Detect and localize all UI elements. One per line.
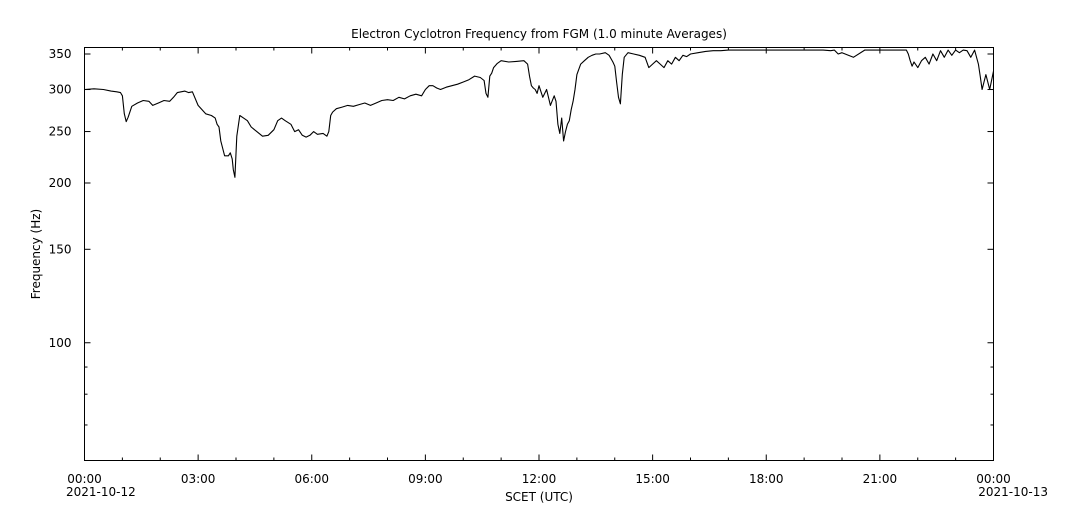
x-tick-label: 03:00 [181,472,216,486]
plot-area-frame [84,47,994,461]
x-tick-label: 06:00 [294,472,329,486]
series-group [84,49,995,178]
y-tick-label: 200 [49,176,72,190]
chart-title: Electron Cyclotron Frequency from FGM (1… [351,27,727,41]
x-tick-label: 15:00 [635,472,670,486]
y-axis-label: Frequency (Hz) [29,209,43,300]
x-tick-label: 09:00 [408,472,443,486]
series-line-frequency [84,49,995,178]
x-axis-label: SCET (UTC) [505,490,573,504]
x-tick-label: 21:00 [863,472,898,486]
x-end-date-label: 2021-10-13 [978,485,1048,499]
y-tick-label: 350 [49,47,72,61]
y-tick-label: 250 [49,125,72,139]
y-axis: 100 150 200 250 300 350 [49,47,994,426]
x-tick-label: 12:00 [522,472,557,486]
x-tick-label: 00:00 [67,472,102,486]
y-tick-label: 150 [49,242,72,256]
x-start-date-label: 2021-10-12 [66,485,136,499]
x-tick-label: 00:00 [976,472,1011,486]
x-axis: 00:00 03:00 06:00 09:00 12:00 15:00 18:00 21:00… [67,47,1011,486]
x-tick-label: 18:00 [749,472,784,486]
y-tick-label: 100 [49,336,72,350]
y-tick-label: 300 [49,83,72,97]
